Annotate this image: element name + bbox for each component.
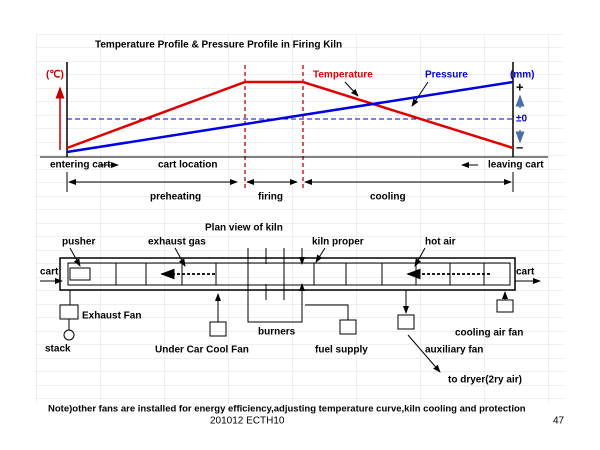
kiln-proper: kiln proper [312,237,364,248]
leaving-cart: leaving cart [488,160,544,171]
fuel-supply: fuel supply [315,345,368,356]
temp-unit: (℃) [46,70,64,81]
footer: 201012 ECTH10 [210,416,285,427]
zone-label: preheating [150,192,201,203]
exhaust-gas: exhaust gas [148,237,206,248]
pusher: pusher [62,237,95,248]
title: Temperature Profile & Pressure Profile i… [95,40,342,51]
auxiliary-fan: auxiliary fan [425,345,483,356]
plan-title: Plan view of kiln [205,223,283,234]
temperature-label: Temperature [313,70,373,81]
zone-label: cooling [370,192,406,203]
cart-out: cart [516,267,535,278]
page-number: 47 [553,416,565,427]
note: Note)other fans are installed for energy… [48,404,526,415]
pressure-unit: (mm) [510,70,534,81]
exhaust-fan: Exhaust Fan [82,311,141,322]
entering-cart: entering cart [50,160,111,171]
pressure-label: Pressure [425,70,468,81]
minus: – [516,139,523,154]
zone-label: firing [258,192,283,203]
grid-background [36,34,564,404]
hot-air: hot air [425,237,456,248]
stack: stack [45,344,71,355]
under-car-cool-fan: Under Car Cool Fan [155,345,249,356]
burners: burners [258,327,296,338]
cart-location: cart location [158,160,217,171]
plus: + [516,79,524,94]
cooling-air-fan: cooling air fan [455,328,523,339]
zero: ±0 [516,114,527,125]
to-dryer: to dryer(2ry air) [448,375,522,386]
cart-in: cart [40,267,59,278]
kiln [40,247,541,373]
profile [40,62,548,192]
